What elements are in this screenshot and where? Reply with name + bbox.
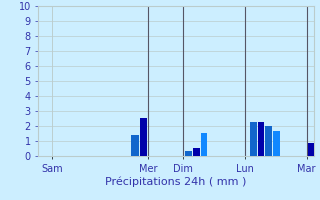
Bar	[201, 133, 207, 156]
Bar	[258, 122, 264, 156]
Bar	[308, 142, 315, 156]
Bar	[185, 151, 192, 156]
Bar	[193, 148, 200, 156]
Bar	[131, 135, 139, 156]
Bar	[273, 131, 280, 156]
Bar	[266, 126, 272, 156]
Bar	[250, 121, 257, 156]
Bar	[140, 118, 148, 156]
X-axis label: Précipitations 24h ( mm ): Précipitations 24h ( mm )	[105, 176, 247, 187]
